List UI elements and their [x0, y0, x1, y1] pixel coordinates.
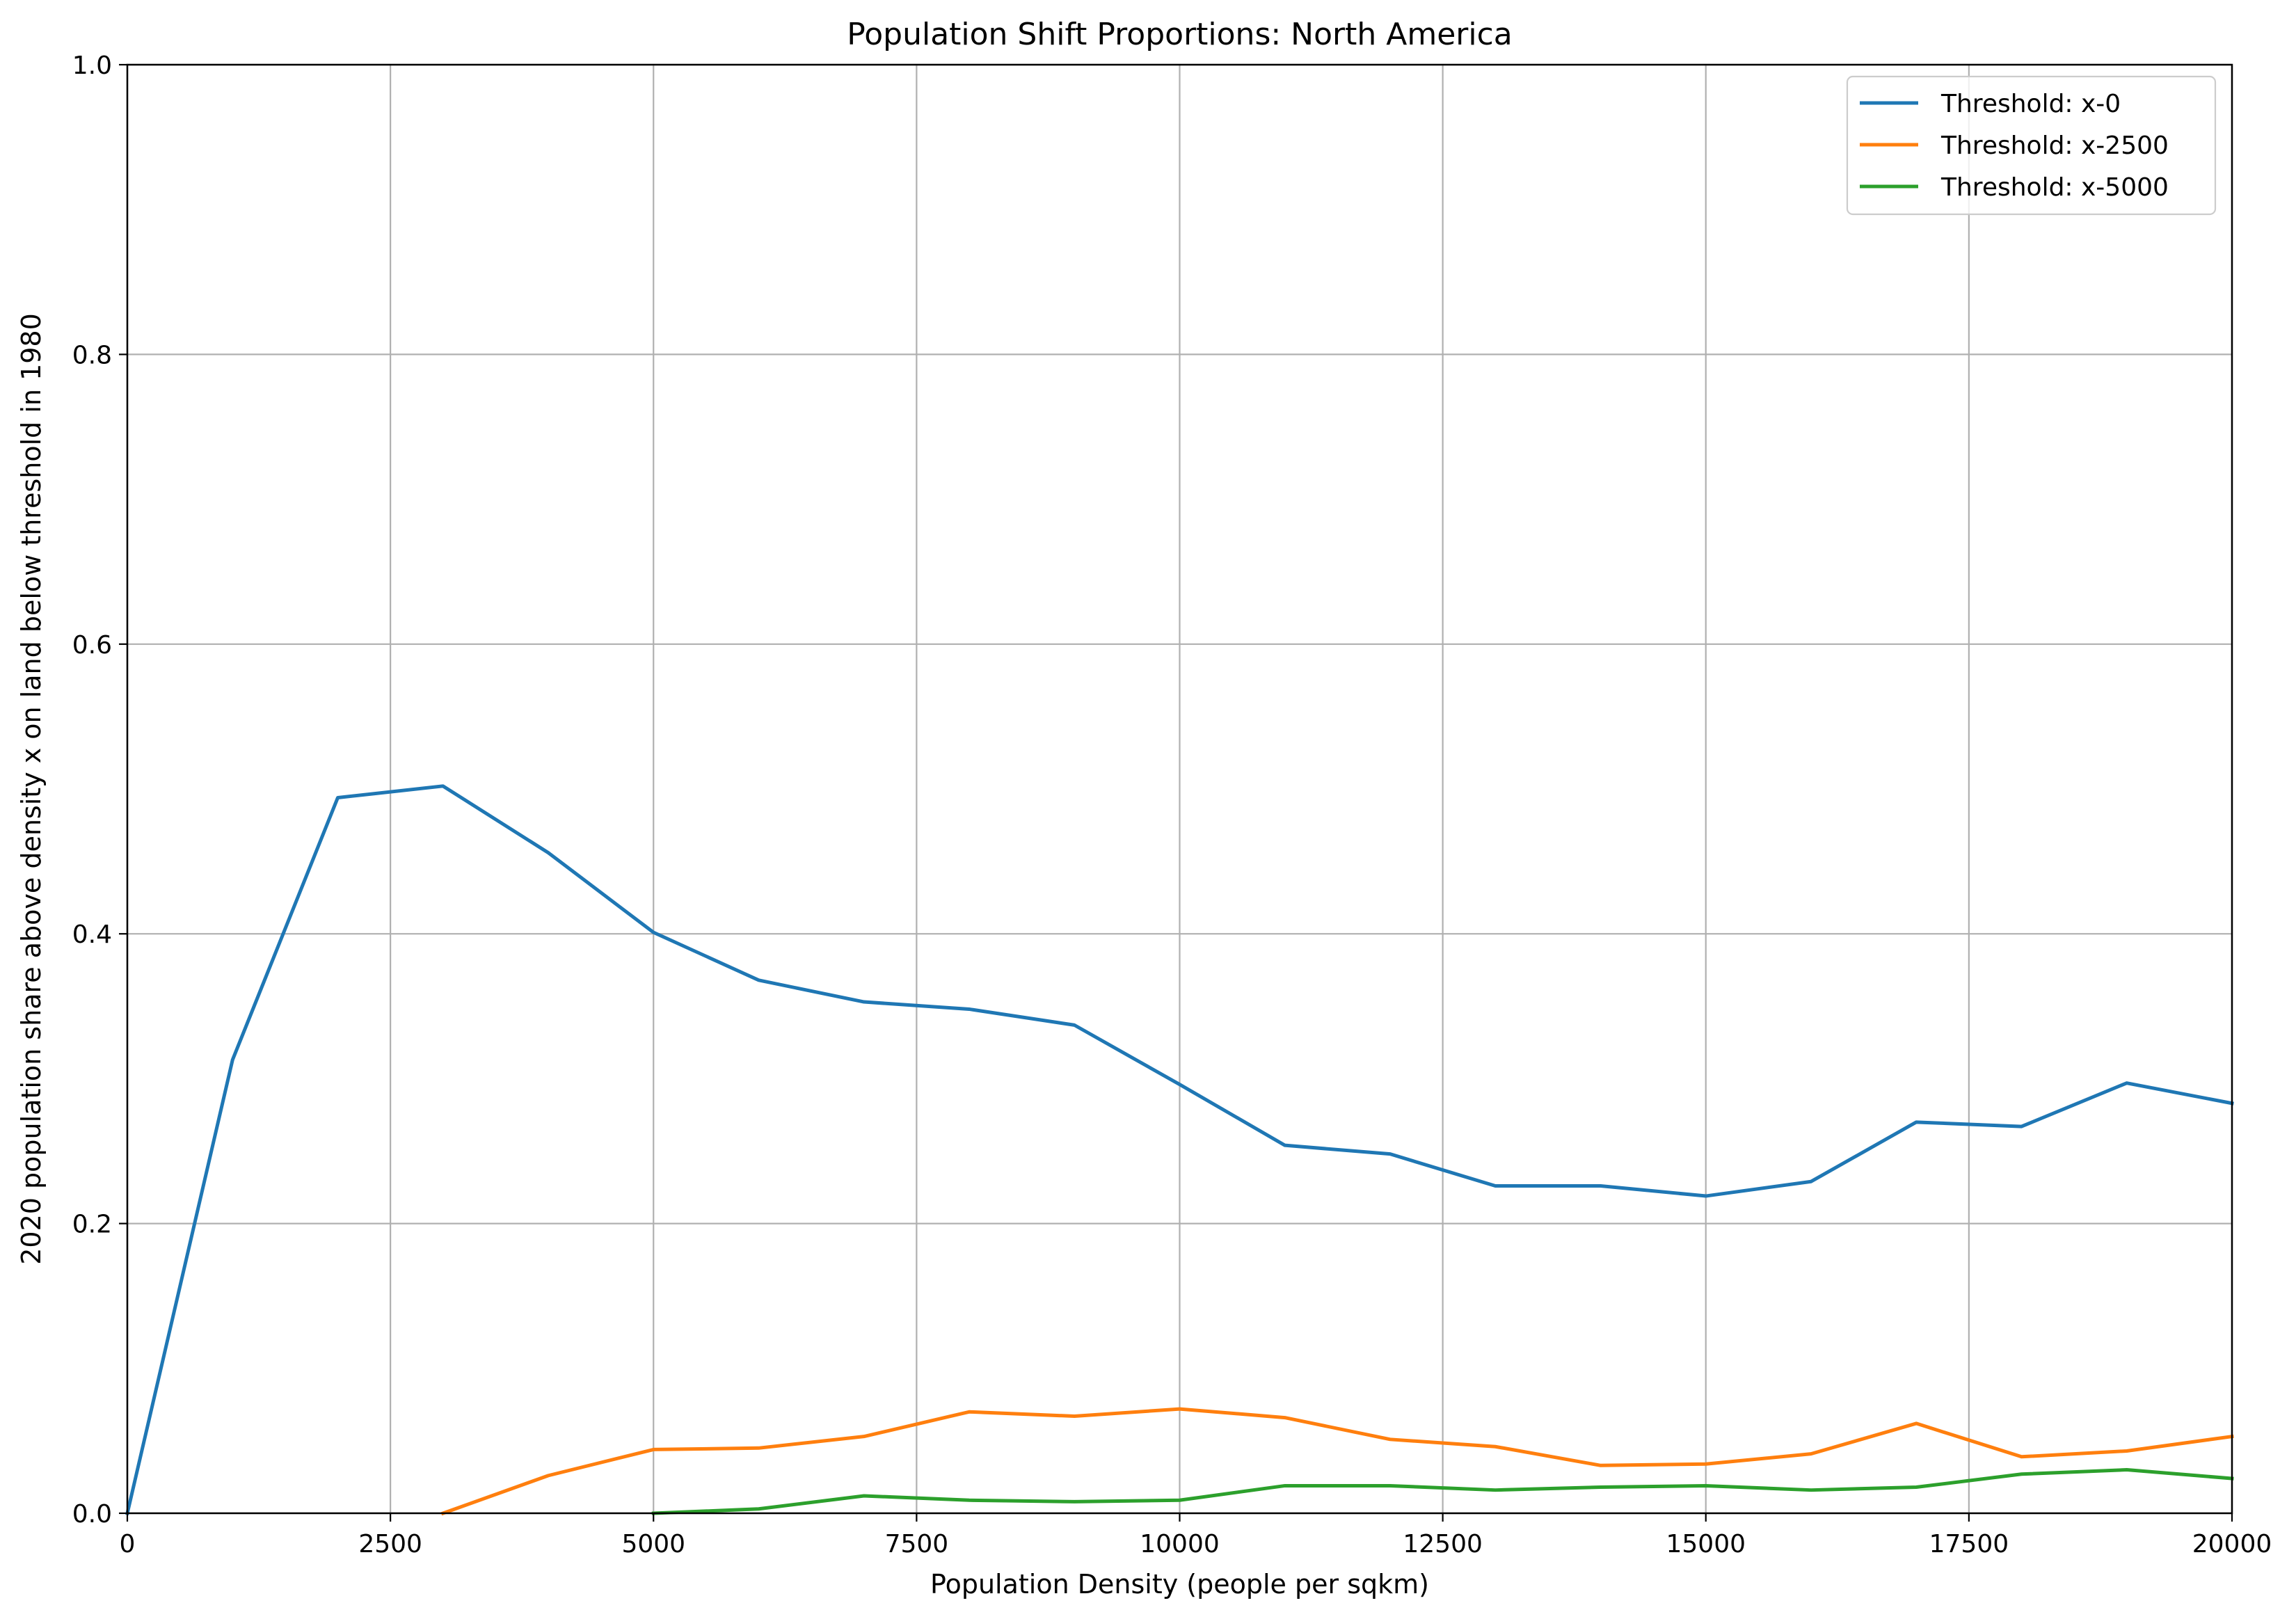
y-tick-label: 1.0 [72, 51, 112, 80]
y-axis-label: 2020 population share above density x on… [16, 313, 47, 1265]
x-tick-label: 0 [120, 1530, 136, 1558]
grid [126, 63, 2233, 1515]
legend-label: Threshold: x-0 [1940, 90, 2121, 118]
x-tick-label: 2500 [358, 1530, 422, 1558]
y-tick-label: 0.6 [72, 631, 112, 660]
series-line-2 [440, 1407, 2234, 1516]
chart-title: Population Shift Proportions: North Amer… [847, 17, 1512, 52]
series-line-3 [651, 1468, 2234, 1515]
x-axis-ticks: 0 2500 5000 7500 10000 12500 15000 17500 20000 [120, 1513, 2272, 1558]
series-lines [125, 784, 2234, 1516]
x-tick-label: 17500 [1929, 1530, 2009, 1558]
legend-label: Threshold: x-2500 [1940, 131, 2169, 160]
x-tick-label: 5000 [621, 1530, 685, 1558]
y-tick-label: 0.8 [72, 341, 112, 369]
x-tick-label: 7500 [885, 1530, 949, 1558]
x-axis-label: Population Density (people per sqkm) [930, 1569, 1429, 1600]
y-tick-label: 0.0 [72, 1500, 112, 1529]
y-tick-label: 0.4 [72, 920, 112, 949]
legend-label: Threshold: x-5000 [1940, 173, 2169, 202]
legend-box [1846, 75, 2217, 216]
y-tick-label: 0.2 [72, 1211, 112, 1239]
x-tick-label: 20000 [2192, 1530, 2272, 1558]
x-tick-label: 12500 [1403, 1530, 1483, 1558]
legend: Threshold: x-0 Threshold: x-2500 Threshold… [1846, 75, 2217, 216]
y-axis-ticks: 0.0 0.2 0.4 0.6 0.8 1.0 [72, 51, 127, 1529]
x-tick-label: 10000 [1140, 1530, 1220, 1558]
x-tick-label: 15000 [1666, 1530, 1746, 1558]
